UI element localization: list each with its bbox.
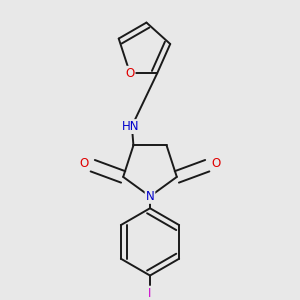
Text: O: O	[79, 157, 88, 169]
Text: HN: HN	[122, 120, 140, 133]
Text: O: O	[125, 67, 135, 80]
Text: O: O	[212, 157, 221, 169]
Text: N: N	[146, 190, 154, 203]
Text: I: I	[148, 287, 152, 300]
